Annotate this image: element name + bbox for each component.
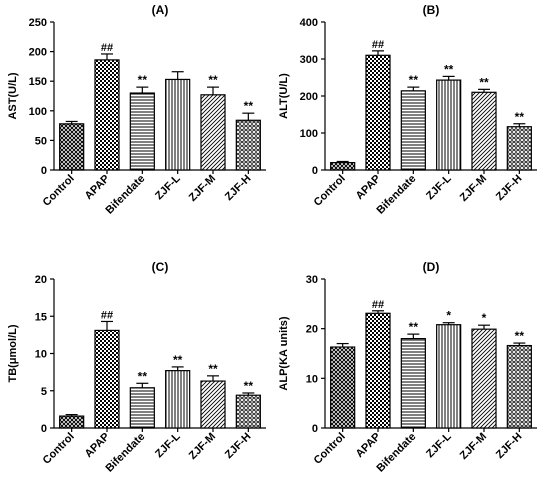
y-tick-label: 10 — [306, 373, 318, 385]
panel-c: (C)05101520TB(μmol/L)Control##APAP**Bife… — [7, 260, 266, 475]
bar — [129, 387, 155, 429]
x-tick-label: ZJF-M — [458, 431, 489, 462]
y-tick-label: 0 — [312, 423, 318, 435]
y-tick-label: 50 — [35, 135, 47, 147]
significance-label: ** — [444, 62, 454, 76]
significance-label: ** — [138, 73, 148, 87]
bar — [59, 415, 85, 429]
y-tick-label: 10 — [35, 349, 47, 361]
y-axis-label: AST(U/L) — [7, 72, 19, 119]
x-tick-label: ZJF-H — [223, 173, 254, 204]
significance-label: ## — [372, 299, 384, 311]
chart-title: (D) — [423, 260, 440, 274]
x-tick-label: ZJF-H — [223, 431, 254, 462]
y-tick-label: 150 — [29, 76, 47, 88]
bar — [94, 59, 120, 171]
significance-label: ** — [409, 73, 419, 87]
x-tick-label: APAP — [83, 431, 113, 461]
bar — [235, 394, 261, 429]
bar — [200, 380, 226, 429]
significance-label: * — [446, 309, 451, 323]
y-tick-label: 100 — [300, 128, 318, 140]
significance-label: ## — [101, 42, 113, 54]
bar — [400, 338, 426, 429]
chart-title: (A) — [152, 3, 169, 17]
x-tick-label: ZJF-L — [424, 172, 454, 202]
y-axis-label: ALT(U/L) — [278, 73, 290, 119]
bar — [94, 329, 120, 429]
x-tick-label: APAP — [83, 173, 113, 203]
y-tick-label: 0 — [41, 423, 47, 435]
bar — [165, 370, 191, 429]
y-tick-label: 0 — [41, 165, 47, 177]
significance-label: ** — [515, 110, 525, 124]
bar — [330, 162, 356, 171]
x-tick-label: Control — [41, 173, 77, 209]
significance-label: ** — [208, 73, 218, 87]
x-tick-label: ZJF-H — [494, 173, 525, 204]
y-tick-label: 300 — [300, 54, 318, 66]
significance-label: ** — [244, 379, 254, 393]
y-axis-label: TB(μmol/L) — [7, 324, 19, 382]
panel-b: (B)0100200300400ALT(U/L)Control##APAP**B… — [278, 3, 537, 217]
y-tick-label: 0 — [312, 165, 318, 177]
significance-label: ## — [372, 39, 384, 51]
significance-label: ** — [409, 320, 419, 334]
y-tick-label: 250 — [29, 17, 47, 29]
significance-label: ** — [479, 75, 489, 89]
y-tick-label: 30 — [306, 274, 318, 286]
y-tick-label: 200 — [29, 47, 47, 59]
bar — [471, 91, 497, 171]
y-tick-label: 5 — [41, 386, 47, 398]
x-tick-label: ZJF-M — [458, 173, 489, 204]
bar — [506, 344, 532, 429]
significance-label: ** — [138, 369, 148, 383]
significance-label: ** — [515, 329, 525, 343]
bar — [400, 90, 426, 171]
x-tick-label: Control — [312, 431, 348, 467]
bar — [365, 54, 391, 171]
panel-a: (A) 0 50 100 150 200 250 AST(U/L) Control ## APAP *… — [7, 3, 266, 217]
y-tick-label: 100 — [29, 106, 47, 118]
bar — [200, 94, 226, 171]
bar — [436, 79, 462, 171]
x-tick-label: APAP — [354, 431, 384, 461]
x-tick-label: ZJF-L — [153, 430, 183, 460]
bar — [506, 126, 532, 171]
chart-title: (B) — [423, 3, 440, 17]
y-tick-label: 15 — [35, 311, 47, 323]
x-tick-label: ZJF-L — [153, 172, 183, 202]
significance-label: * — [482, 311, 487, 325]
x-tick-label: ZJF-M — [187, 431, 218, 462]
bar — [59, 123, 85, 171]
bar — [330, 346, 356, 429]
x-tick-label: Control — [41, 431, 77, 467]
chart-title: (C) — [152, 260, 169, 274]
y-tick-label: 20 — [306, 324, 318, 336]
y-tick-label: 200 — [300, 91, 318, 103]
y-axis-label: ALP(KA units) — [278, 316, 290, 390]
x-tick-label: ZJF-L — [424, 430, 454, 460]
x-tick-label: APAP — [354, 173, 384, 203]
significance-label: ** — [173, 353, 183, 367]
significance-label: ## — [101, 309, 113, 321]
bar — [235, 119, 261, 171]
x-tick-label: ZJF-H — [494, 431, 525, 462]
bar — [129, 92, 155, 171]
y-tick-label: 20 — [35, 274, 47, 286]
significance-label: ** — [244, 99, 254, 113]
x-tick-label: Control — [312, 173, 348, 209]
bar — [365, 312, 391, 429]
y-tick-label: 400 — [300, 17, 318, 29]
bar — [436, 324, 462, 429]
x-tick-label: ZJF-M — [187, 173, 218, 204]
bar — [165, 78, 191, 171]
significance-label: ** — [208, 362, 218, 376]
bar — [471, 328, 497, 429]
